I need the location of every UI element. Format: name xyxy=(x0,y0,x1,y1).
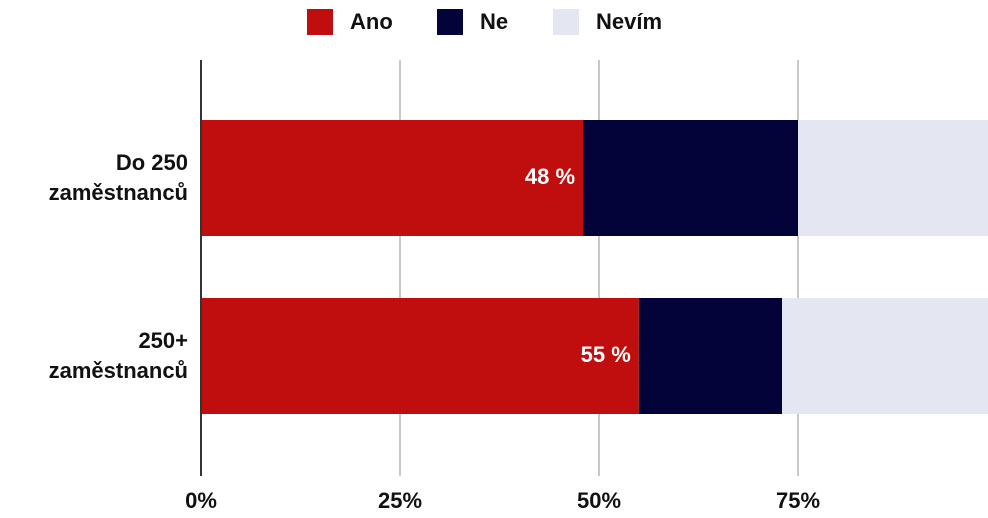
bar-segment xyxy=(201,120,584,236)
data-label: 55 % xyxy=(581,342,631,367)
x-tick-label: 0% xyxy=(185,488,217,513)
bar-segment xyxy=(782,298,988,414)
category-label: Do 250 zaměstnanců xyxy=(48,150,188,205)
bar-segment xyxy=(201,298,639,414)
data-label: 48 % xyxy=(525,164,575,189)
bar-segment xyxy=(798,120,988,236)
legend-swatch xyxy=(307,9,333,35)
legend-swatch xyxy=(437,9,463,35)
x-tick-label: 50% xyxy=(577,488,621,513)
bar-segment xyxy=(583,120,798,236)
legend-label: Nevím xyxy=(596,9,662,34)
legend-label: Ne xyxy=(480,9,508,34)
legend-swatch xyxy=(553,9,579,35)
x-tick-label: 75% xyxy=(776,488,820,513)
bar-segment xyxy=(638,298,783,414)
legend-label: Ano xyxy=(350,9,393,34)
x-tick-label: 25% xyxy=(378,488,422,513)
category-label: 250+ zaměstnanců xyxy=(48,328,188,383)
